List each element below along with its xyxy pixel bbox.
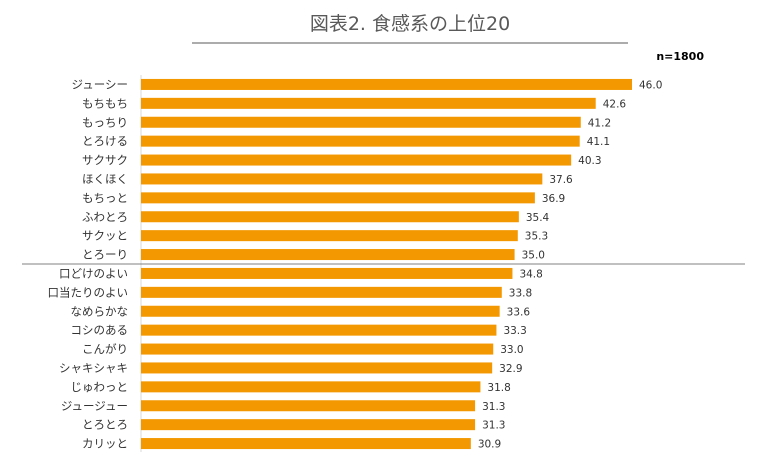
category-label: とろとろ [82, 418, 128, 432]
bar [141, 267, 513, 279]
bar [141, 97, 596, 109]
category-label: ジュージュー [61, 399, 128, 413]
value-label: 35.0 [522, 250, 545, 262]
category-label: なめらかな [71, 304, 129, 318]
category-label: シャキシャキ [59, 361, 128, 375]
bar [141, 305, 500, 317]
value-label: 34.8 [519, 268, 542, 280]
value-label: 31.3 [482, 401, 505, 413]
value-label: 37.6 [549, 174, 573, 186]
sample-size-note: n=1800 [656, 50, 704, 63]
category-label: サクッと [82, 229, 128, 243]
bar [141, 78, 632, 90]
value-label: 35.3 [525, 231, 548, 243]
bar [141, 173, 543, 185]
chart-title: 図表2. 食感系の上位20 [310, 13, 510, 35]
category-label: 口どけのよい [59, 266, 128, 280]
bar [141, 286, 502, 298]
value-label: 31.3 [482, 420, 505, 432]
bar [141, 362, 493, 374]
bar [141, 154, 572, 166]
bar [141, 381, 481, 393]
bar [141, 438, 471, 450]
category-label: とろける [82, 134, 128, 148]
category-label: もっちり [82, 115, 128, 129]
category-label: もちっと [82, 191, 128, 205]
bar [141, 211, 519, 223]
category-label: ほくほく [82, 172, 128, 186]
category-label: 口当たりのよい [48, 285, 129, 299]
bar [141, 249, 515, 261]
category-label: カリッと [82, 437, 128, 451]
value-label: 41.1 [587, 136, 610, 148]
value-label: 36.9 [542, 193, 565, 205]
value-label: 33.8 [509, 287, 532, 299]
category-label: ふわとろ [82, 210, 128, 224]
value-label: 33.6 [507, 306, 531, 318]
value-label: 46.0 [639, 79, 662, 91]
category-label: ジューシー [72, 77, 128, 91]
bar [141, 135, 580, 147]
category-label: もちもち [82, 96, 128, 110]
category-label: コシのある [71, 323, 129, 337]
category-label: こんがり [82, 342, 128, 356]
value-label: 40.3 [578, 155, 601, 167]
value-label: 35.4 [526, 212, 550, 224]
category-label: じゅわっと [71, 380, 129, 394]
value-label: 42.6 [603, 98, 627, 110]
value-label: 32.9 [499, 363, 522, 375]
value-label: 41.2 [588, 117, 611, 129]
bar [141, 230, 518, 242]
bar [141, 116, 581, 128]
bar [141, 324, 497, 336]
bar [141, 343, 494, 355]
value-label: 33.3 [503, 325, 526, 337]
bar [141, 400, 476, 412]
bar [141, 419, 476, 431]
category-label: サクサク [82, 153, 128, 167]
value-label: 33.0 [500, 344, 523, 356]
value-label: 31.8 [487, 382, 510, 394]
bar [141, 192, 535, 204]
value-label: 30.9 [478, 439, 501, 451]
category-label: とろーり [82, 248, 128, 262]
